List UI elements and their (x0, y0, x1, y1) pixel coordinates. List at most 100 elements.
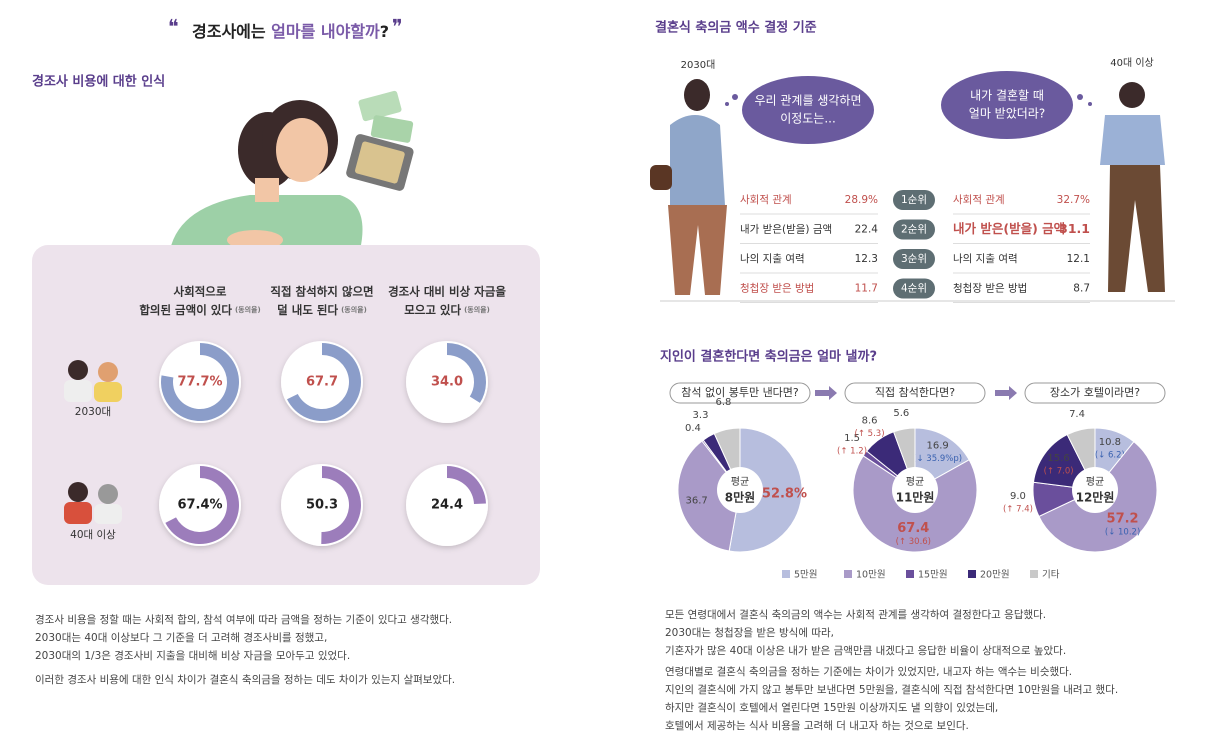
paragraph: 기혼자가 많은 40대 이상은 내가 받은 금액만큼 내겠다고 응답한 비율이 … (665, 644, 1066, 657)
group-label: 40대 이상 (1110, 57, 1154, 69)
slice-label: 36.7 (686, 496, 708, 507)
center-value: 8만원 (725, 490, 755, 505)
pie-title-box (669, 382, 811, 404)
column-header: 합의된 금액이 있다 (동의율) (139, 303, 260, 317)
paragraph: 2030대는 40대 이상보다 그 기준을 더 고려해 경조사비를 정했고, (35, 631, 327, 644)
donut-arc (287, 343, 362, 422)
legend-swatch (1030, 570, 1038, 578)
criterion-label: 사회적 관계 (740, 194, 792, 206)
slice-label: 7.4 (1069, 409, 1085, 420)
legend-swatch (906, 570, 914, 578)
donut-arc (160, 343, 239, 421)
criterion-value: 32.7% (1057, 194, 1090, 206)
criterion-label: 청첩장 받은 방법 (953, 283, 1027, 295)
arrow (815, 386, 837, 400)
donut-value: 67.7 (306, 375, 338, 390)
paragraph: 2030대의 1/3은 경조사비 지출을 대비해 비상 자금을 모아두고 있었다… (35, 649, 350, 662)
paragraph: 이러한 경조사 비용에 대한 인식 차이가 결혼식 축의금을 정하는 데도 차이… (35, 673, 455, 686)
column-header-text: 덜 내도 된다 (277, 303, 338, 317)
center-value: 12만원 (1076, 490, 1115, 505)
slice-label: 10.8 (1099, 437, 1121, 448)
paragraph: 지인의 결혼식에 가지 않고 봉투만 보낸다면 5만원을, 결혼식에 직접 참석… (665, 683, 1118, 696)
legend-label: 20만원 (980, 570, 1010, 581)
criterion-label: 청첩장 받은 방법 (740, 283, 814, 295)
criterion-value: 8.7 (1073, 283, 1090, 295)
rank-label: 3순위 (901, 252, 927, 265)
slice-label: 6.8 (716, 397, 732, 408)
column-note: (동의율) (464, 305, 490, 314)
donut-value: 77.7% (177, 375, 222, 390)
legend-label: 5만원 (794, 570, 818, 581)
change-label: (↑ 7.0) (1044, 467, 1074, 477)
column-header: 경조사 대비 비상 자금을 (388, 285, 506, 299)
slice-label: 52.8% (762, 486, 807, 501)
criterion-label: 내가 받은(받을) 금액 (740, 224, 832, 236)
paragraph: 경조사 비용을 정할 때는 사회적 합의, 참석 여부에 따라 금액을 정하는 … (35, 613, 452, 626)
slice-label: 0.4 (685, 423, 701, 434)
title-part: ? (380, 22, 389, 41)
slice-label: 15.6 (1047, 453, 1069, 464)
pie-hole (892, 467, 938, 513)
criterion-label: 나의 지출 여력 (740, 253, 805, 265)
bubble-text: 내가 결혼할 때 (970, 89, 1044, 103)
criterion-value: 28.9% (845, 194, 878, 206)
row-label: 40대 이상 (70, 529, 116, 541)
section-title: 결혼식 축의금 액수 결정 기준 (655, 20, 817, 36)
column-header-text: 합의된 금액이 있다 (139, 303, 232, 317)
arrow (995, 386, 1017, 400)
criterion-value: 11.7 (855, 283, 878, 295)
pie-title-box (844, 382, 986, 404)
illustration (170, 90, 414, 250)
title-part: 경조사에는 (192, 22, 271, 41)
group-label: 2030대 (681, 59, 716, 71)
rank-pill (893, 278, 935, 299)
pie-title: 참석 없이 봉투만 낸다면? (681, 386, 799, 399)
bubble-text: 얼마 받았더라? (969, 107, 1045, 121)
pie-slice (728, 427, 803, 553)
bubble-text: 이정도는... (780, 112, 836, 126)
change-label: (↓ 35.9%p) (913, 454, 962, 464)
change-label: (↑ 1.2) (837, 446, 867, 456)
criterion-value: 12.1 (1067, 253, 1090, 265)
criterion-value: 12.3 (855, 253, 878, 265)
slice-label: 16.9 (926, 441, 948, 452)
criterion-label: 사회적 관계 (953, 194, 1005, 206)
donut-value: 50.3 (306, 498, 338, 513)
legend-label: 10만원 (856, 570, 886, 581)
row-icon (64, 360, 122, 524)
donut-value: 67.4% (177, 498, 222, 513)
change-label: (↑ 7.4) (1003, 505, 1033, 515)
rank-pill (893, 190, 935, 210)
legend-swatch (782, 570, 790, 578)
speech-bubble (742, 76, 874, 144)
row-label: 2030대 (75, 406, 111, 418)
pie-title: 직접 참석한다면? (875, 386, 955, 399)
column-note: (동의율) (235, 305, 261, 314)
change-label: (↑ 30.6) (896, 537, 931, 547)
criterion-label: 내가 받은(받을) 금액 (953, 221, 1065, 236)
column-header: 사회적으로 (174, 285, 227, 299)
slice-label: 57.2 (1107, 512, 1139, 527)
donut-arc (447, 466, 486, 504)
section-title: 지인이 결혼한다면 축의금은 얼마 낼까? (660, 349, 877, 365)
donut-arc (447, 343, 487, 403)
center-label: 평균 (731, 476, 749, 488)
column-header-text: 모으고 있다 (404, 303, 461, 317)
speech-bubble (941, 71, 1073, 139)
center-value: 11만원 (896, 490, 935, 505)
legend-label: 기타 (1042, 570, 1060, 581)
slice-label: 1.5 (844, 433, 860, 444)
quote-mark: ❝ (168, 15, 179, 39)
paragraph: 하지만 결혼식이 호텔에서 열린다면 15만원 이상까지도 낼 의향이 있었는데… (665, 701, 998, 714)
paragraph: 모든 연령대에서 결혼식 축의금의 액수는 사회적 관계를 생각하여 결정한다고… (665, 608, 1046, 621)
criterion-value: 22.4 (855, 224, 879, 236)
criterion-value: 31.1 (1059, 221, 1090, 236)
paragraph: 2030대는 청첩장을 받은 방식에 따라, (665, 627, 834, 639)
donut-arc (165, 466, 239, 544)
pie-hole (1072, 467, 1118, 513)
slice-label: 3.3 (693, 410, 709, 421)
center-label: 평균 (1086, 476, 1104, 488)
rank-pill (893, 219, 935, 240)
pie-title-box (1024, 382, 1166, 404)
